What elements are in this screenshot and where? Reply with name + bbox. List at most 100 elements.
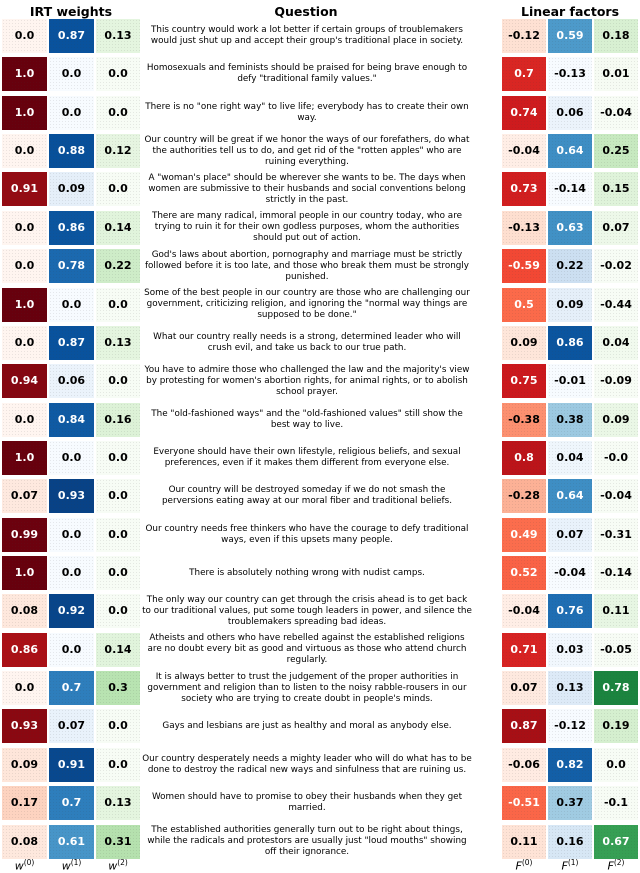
linear-factor-cell-f2: 0.11 bbox=[594, 594, 638, 629]
linear-factor-cell-f1: 0.76 bbox=[548, 594, 592, 629]
irt-weight-cell-w1: 0.92 bbox=[49, 594, 94, 629]
irt-weight-cell-w0: 0.09 bbox=[2, 747, 47, 782]
axis-label-w2: w(2) bbox=[108, 858, 128, 873]
irt-weight-cell-w2: 0.31 bbox=[96, 824, 140, 859]
irt-weight-cell-w2: 0.0 bbox=[96, 440, 140, 475]
linear-factor-cell-f0: 0.8 bbox=[502, 440, 546, 475]
linear-factor-cell-f0: 0.71 bbox=[502, 632, 546, 667]
table-row: 0.93 0.07 0.0 Gays and lesbians are just… bbox=[0, 709, 640, 744]
question-text: There are many radical, immoral people i… bbox=[151, 211, 463, 244]
irt-weight-cell-w0: 1.0 bbox=[2, 556, 47, 591]
irt-weight-cell-w2: 0.16 bbox=[96, 402, 140, 437]
linear-factor-cell-f1: 0.06 bbox=[548, 95, 592, 130]
irt-weight-cell-w1: 0.61 bbox=[49, 824, 94, 859]
linear-factor-cell-f2: -0.05 bbox=[594, 632, 638, 667]
question-text: You have to admire those who challenged … bbox=[144, 364, 470, 397]
table-row: 0.0 0.87 0.13 This country would work a … bbox=[0, 19, 640, 53]
irt-weight-cell-w0: 0.0 bbox=[2, 134, 47, 169]
table-row: 0.08 0.92 0.0 The only way our country c… bbox=[0, 594, 640, 629]
linear-factor-cell-f0: -0.28 bbox=[502, 479, 546, 514]
irt-weight-cell-w0: 0.07 bbox=[2, 479, 47, 514]
irt-weight-cell-w0: 0.93 bbox=[2, 709, 47, 744]
irt-weight-cell-w0: 0.0 bbox=[2, 249, 47, 284]
linear-factor-cell-f2: 0.09 bbox=[594, 402, 638, 437]
irt-weight-cell-w2: 0.14 bbox=[96, 632, 140, 667]
linear-factor-cell-f0: -0.13 bbox=[502, 210, 546, 245]
table-row: 1.0 0.0 0.0 Homosexuals and feminists sh… bbox=[0, 57, 640, 92]
irt-weight-cell-w2: 0.12 bbox=[96, 134, 140, 169]
linear-factor-cell-f1: 0.09 bbox=[548, 287, 592, 322]
question-text: God's laws about abortion, pornography a… bbox=[144, 249, 470, 282]
axis-label-f2: F(2) bbox=[607, 858, 625, 873]
irt-weight-cell-w1: 0.88 bbox=[49, 134, 94, 169]
irt-weight-cell-w1: 0.07 bbox=[49, 709, 94, 744]
linear-factor-cell-f1: 0.03 bbox=[548, 632, 592, 667]
linear-factor-cell-f2: -0.44 bbox=[594, 287, 638, 322]
irt-weight-cell-w2: 0.13 bbox=[96, 786, 140, 821]
question-text: The "old-fashioned ways" and the "old-fa… bbox=[151, 408, 463, 430]
irt-weight-cell-w1: 0.7 bbox=[49, 786, 94, 821]
irt-weight-cell-w2: 0.0 bbox=[96, 95, 140, 130]
linear-factor-cell-f0: -0.06 bbox=[502, 747, 546, 782]
linear-factor-cell-f1: 0.22 bbox=[548, 249, 592, 284]
linear-factor-cell-f1: 0.16 bbox=[548, 824, 592, 859]
linear-factor-cell-f1: 0.59 bbox=[548, 19, 592, 53]
linear-factor-cell-f2: -0.02 bbox=[594, 249, 638, 284]
question-text: Our country will be great if we honor th… bbox=[144, 134, 470, 167]
axis-label-f0: F(0) bbox=[515, 858, 533, 873]
table-row: 0.91 0.09 0.0 A "woman's place" should b… bbox=[0, 172, 640, 207]
linear-factor-cell-f2: -0.31 bbox=[594, 517, 638, 552]
irt-weight-cell-w0: 0.0 bbox=[2, 325, 47, 360]
heatmap-rows: 0.0 0.87 0.13 This country would work a … bbox=[0, 19, 640, 863]
irt-weight-cell-w1: 0.0 bbox=[49, 440, 94, 475]
irt-weight-cell-w0: 0.0 bbox=[2, 19, 47, 53]
linear-factor-cell-f0: -0.38 bbox=[502, 402, 546, 437]
linear-factor-cell-f1: 0.63 bbox=[548, 210, 592, 245]
linear-factor-cell-f1: -0.01 bbox=[548, 364, 592, 399]
linear-factor-cell-f0: 0.5 bbox=[502, 287, 546, 322]
linear-factor-cell-f2: 0.0 bbox=[594, 747, 638, 782]
question-text: Some of the best people in our country a… bbox=[144, 288, 470, 320]
irt-weight-cell-w1: 0.0 bbox=[49, 57, 94, 92]
table-row: 1.0 0.0 0.0 There is absolutely nothing … bbox=[0, 556, 640, 591]
axis-label-w1: w(1) bbox=[61, 858, 82, 873]
linear-factor-cell-f2: 0.07 bbox=[594, 210, 638, 245]
table-row: 0.09 0.91 0.0 Our country desperately ne… bbox=[0, 747, 640, 782]
question-text: The established authorities generally tu… bbox=[147, 825, 467, 857]
question-text: Everyone should have their own lifestyle… bbox=[153, 447, 461, 468]
linear-factors-header: Linear factors bbox=[520, 4, 620, 19]
linear-factor-cell-f1: 0.37 bbox=[548, 786, 592, 821]
irt-weight-cell-w1: 0.78 bbox=[49, 249, 94, 284]
irt-weight-cell-w0: 0.17 bbox=[2, 786, 47, 821]
linear-factor-cell-f0: -0.51 bbox=[502, 786, 546, 821]
irt-weight-cell-w1: 0.0 bbox=[49, 517, 94, 552]
linear-factor-cell-f2: 0.78 bbox=[594, 671, 638, 706]
linear-factor-cell-f0: -0.59 bbox=[502, 249, 546, 284]
question-text: Our country desperately needs a mighty l… bbox=[142, 753, 472, 775]
table-row: 0.99 0.0 0.0 Our country needs free thin… bbox=[0, 517, 640, 552]
table-row: 1.0 0.0 0.0 Some of the best people in o… bbox=[0, 287, 640, 322]
irt-weight-cell-w2: 0.0 bbox=[96, 287, 140, 322]
axis-labels: w(0) w(1) w(2) F(0) F(1) F(2) bbox=[0, 858, 640, 873]
irt-weight-cell-w2: 0.0 bbox=[96, 709, 140, 744]
linear-factor-cell-f0: 0.49 bbox=[502, 517, 546, 552]
linear-factor-cell-f2: -0.1 bbox=[594, 786, 638, 821]
axis-label-w0: w(0) bbox=[14, 858, 35, 873]
linear-factor-cell-f1: -0.14 bbox=[548, 172, 592, 207]
linear-factor-cell-f0: 0.75 bbox=[502, 364, 546, 399]
question-header: Question bbox=[274, 4, 338, 19]
question-text: Gays and lesbians are just as healthy an… bbox=[162, 721, 452, 732]
irt-weight-cell-w2: 0.0 bbox=[96, 556, 140, 591]
table-row: 0.0 0.84 0.16 The "old-fashioned ways" a… bbox=[0, 402, 640, 437]
table-row: 1.0 0.0 0.0 Everyone should have their o… bbox=[0, 440, 640, 475]
irt-weight-cell-w0: 0.08 bbox=[2, 594, 47, 629]
irt-weight-cell-w2: 0.3 bbox=[96, 671, 140, 706]
irt-weight-cell-w1: 0.86 bbox=[49, 210, 94, 245]
irt-weight-cell-w2: 0.0 bbox=[96, 57, 140, 92]
irt-weight-cell-w1: 0.0 bbox=[49, 632, 94, 667]
table-row: 0.07 0.93 0.0 Our country will be destro… bbox=[0, 479, 640, 514]
linear-factor-cell-f2: 0.25 bbox=[594, 134, 638, 169]
linear-factor-cell-f0: 0.74 bbox=[502, 95, 546, 130]
table-row: 1.0 0.0 0.0 There is no "one right way" … bbox=[0, 95, 640, 130]
